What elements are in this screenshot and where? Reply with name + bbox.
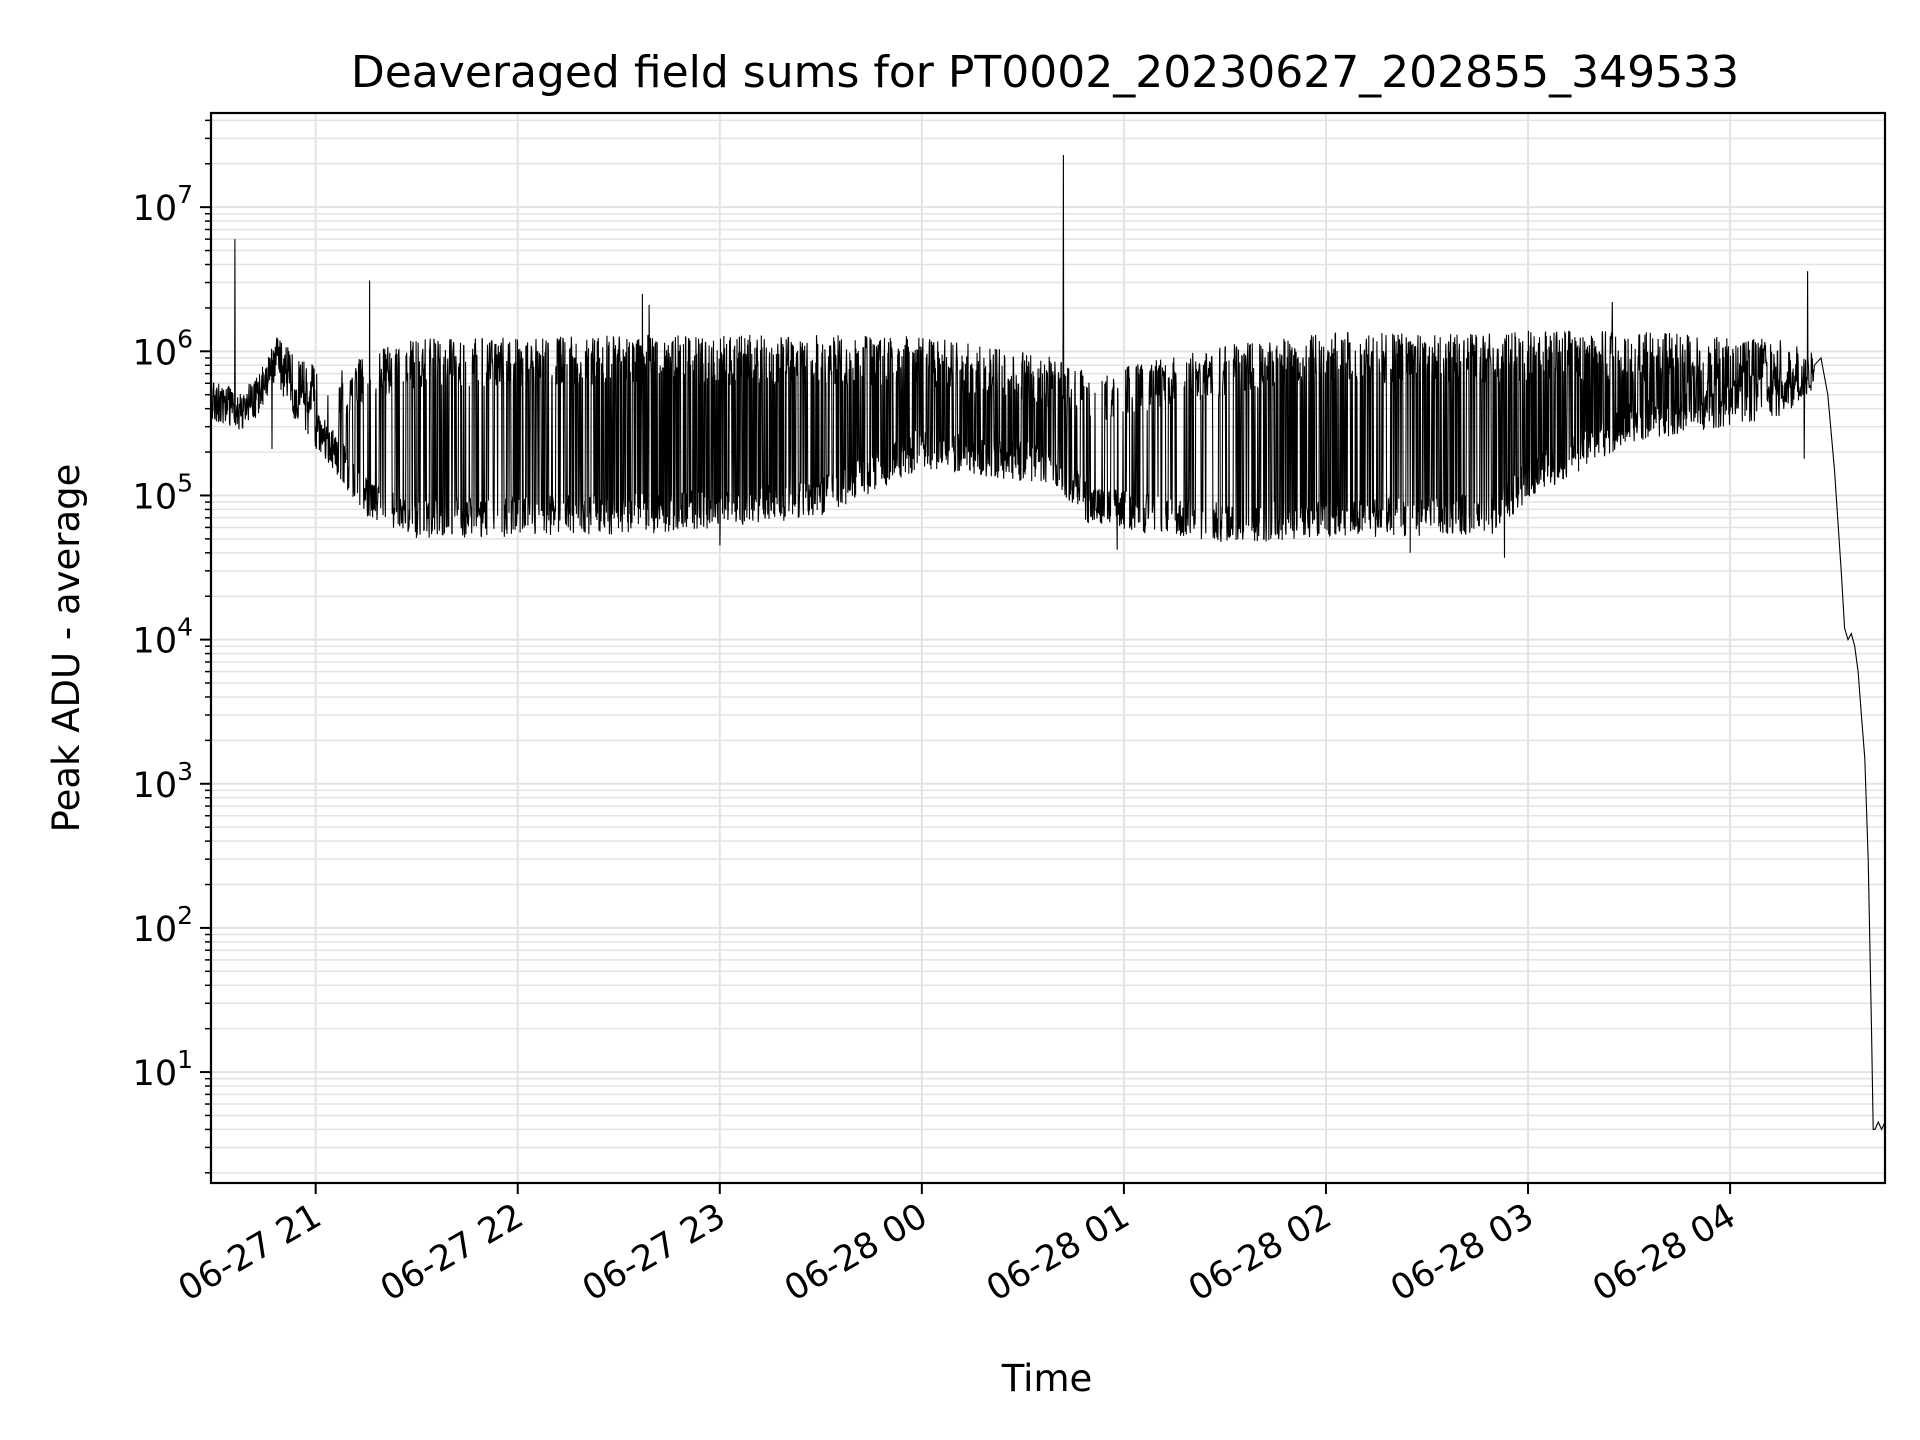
y-tick-label-exponent: 3 — [177, 757, 193, 786]
y-tick-label: 104 — [133, 613, 193, 662]
y-tick-label-exponent: 2 — [177, 901, 193, 930]
x-axis-label: Time — [1001, 1357, 1093, 1400]
y-tick-label: 103 — [133, 757, 193, 806]
series-line — [210, 154, 1886, 1131]
y-tick-label-base: 10 — [133, 189, 178, 229]
plot-frame — [209, 111, 1887, 1185]
y-tick-label: 106 — [133, 324, 193, 373]
chart-title: Deaveraged field sums for PT0002_2023062… — [351, 47, 1739, 98]
y-tick-label: 101 — [133, 1045, 193, 1094]
y-tick-label-exponent: 4 — [177, 613, 193, 642]
y-tick-label: 107 — [133, 180, 193, 229]
y-tick-label-base: 10 — [133, 1054, 178, 1094]
y-tick-label-exponent: 1 — [177, 1045, 193, 1074]
y-tick-label-base: 10 — [133, 333, 178, 373]
y-tick-label-base: 10 — [133, 766, 178, 806]
y-tick-label: 105 — [133, 468, 193, 517]
y-tick-label-exponent: 6 — [177, 324, 193, 353]
y-tick-label-base: 10 — [133, 477, 178, 517]
y-tick-label-exponent: 5 — [177, 468, 193, 497]
y-tick-label: 102 — [133, 901, 193, 950]
y-tick-label-base: 10 — [133, 910, 178, 950]
y-tick-label-exponent: 7 — [177, 180, 193, 209]
grid-layer — [211, 113, 1885, 1183]
data-layer — [210, 154, 1886, 1131]
y-axis-label: Peak ADU - average — [45, 464, 88, 833]
y-tick-label-base: 10 — [133, 622, 178, 662]
